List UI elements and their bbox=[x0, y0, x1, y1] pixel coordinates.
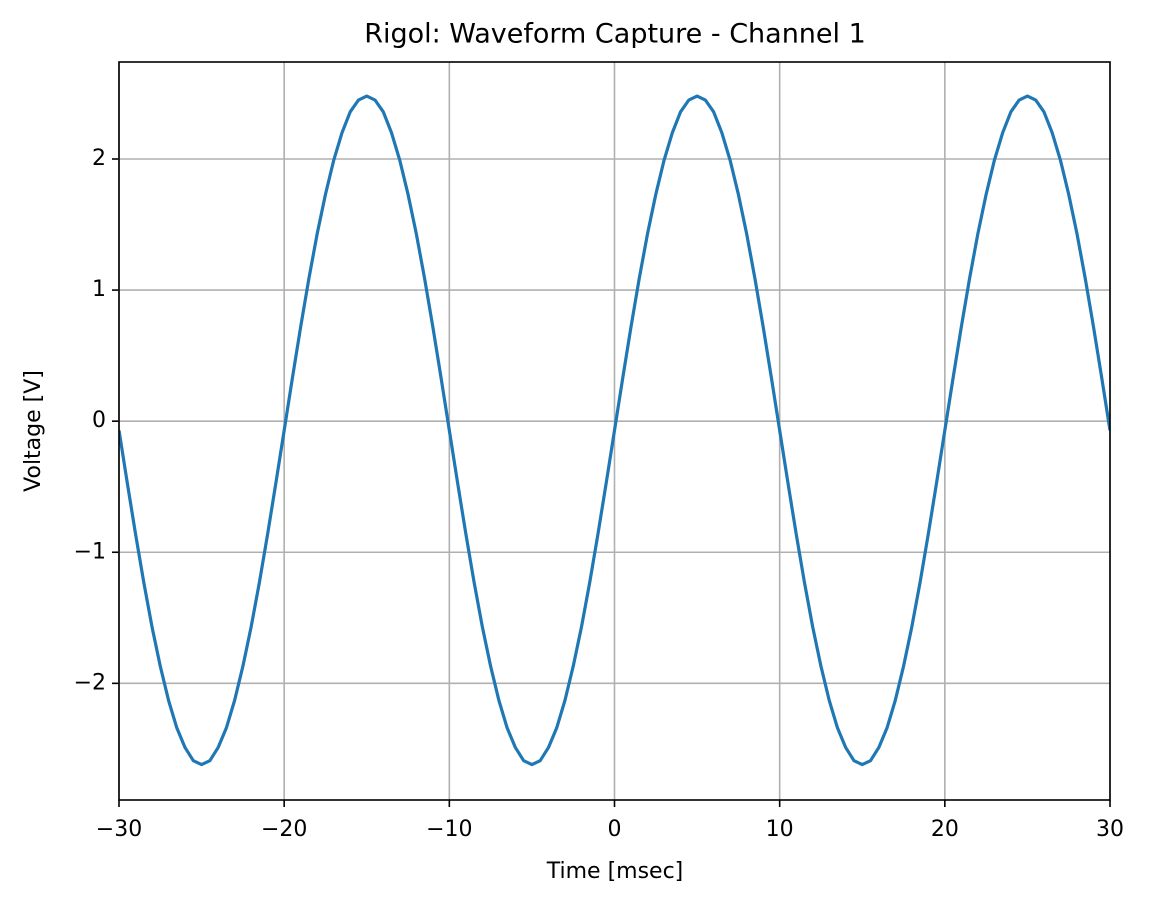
y-tick-label: −1 bbox=[74, 539, 106, 564]
x-axis-label: Time [msec] bbox=[546, 859, 684, 884]
y-tick-label: −2 bbox=[74, 670, 106, 695]
y-tick-label: 2 bbox=[92, 146, 106, 171]
y-tick-label: 1 bbox=[92, 277, 106, 302]
x-tick-label: −10 bbox=[426, 817, 472, 842]
chart-title: Rigol: Waveform Capture - Channel 1 bbox=[364, 19, 866, 50]
data-line bbox=[119, 94, 1110, 767]
y-axis-label: Voltage [V] bbox=[21, 370, 46, 492]
x-tick-label: −30 bbox=[96, 817, 142, 842]
x-tick-label: 20 bbox=[931, 817, 959, 842]
x-tick-label: 0 bbox=[608, 817, 622, 842]
x-tick-label: −20 bbox=[261, 817, 307, 842]
plot-frame bbox=[118, 61, 1111, 801]
y-tick-label: 0 bbox=[92, 408, 106, 433]
x-tick-label: 30 bbox=[1096, 817, 1124, 842]
x-tick-label: 10 bbox=[766, 817, 794, 842]
